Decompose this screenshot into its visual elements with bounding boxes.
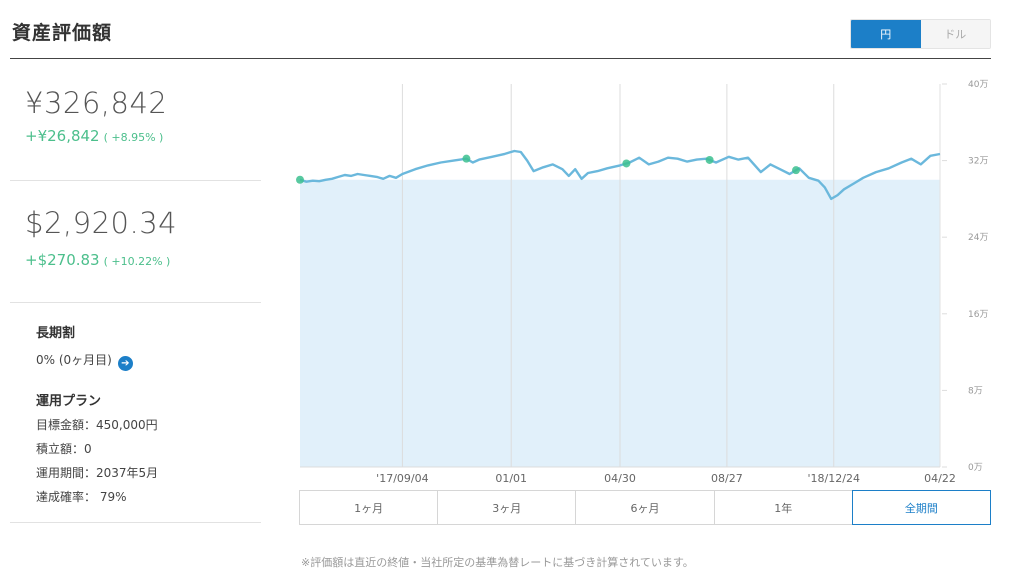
x-tick-label: '17/09/04	[376, 472, 428, 485]
x-tick-label: 08/27	[711, 472, 743, 485]
period-6-month-button[interactable]: 6ヶ月	[575, 490, 715, 525]
divider	[10, 302, 261, 303]
y-tick-label: 24万	[968, 233, 988, 243]
event-marker	[296, 175, 304, 184]
arrow-right-icon[interactable]: ➔	[117, 356, 133, 371]
y-tick-label: 8万	[968, 386, 983, 396]
divider	[10, 180, 261, 181]
plan-period: 運用期間：2037年5月	[36, 466, 159, 480]
currency-toggle: 円 ドル	[850, 19, 991, 49]
period-selector: 1ヶ月 3ヶ月 6ヶ月 1年 全期間	[299, 490, 992, 525]
jpy-change-amount: +¥26,842	[25, 127, 100, 145]
usd-change: +$270.83( +10.22% )	[25, 250, 170, 269]
x-tick-label: '18/12/24	[808, 472, 860, 485]
long-term-row: 0% (0ヶ月目) ➔	[36, 351, 133, 371]
usd-total-value: $2,920.34	[25, 206, 178, 240]
usd-change-amount: +$270.83	[25, 251, 100, 269]
event-marker	[705, 155, 714, 164]
jpy-total-value: ¥326,842	[25, 86, 168, 120]
period-1-month-button[interactable]: 1ヶ月	[299, 490, 439, 525]
plan-contribution: 積立額：0	[36, 442, 92, 456]
title-divider	[10, 58, 991, 59]
x-tick-label: 01/01	[495, 472, 527, 485]
y-tick-label: 40万	[968, 80, 988, 90]
usd-change-percent: ( +10.22% )	[103, 255, 171, 268]
divider	[10, 522, 261, 523]
currency-dollar-button[interactable]: ドル	[920, 20, 990, 48]
event-marker	[462, 154, 471, 163]
jpy-change: +¥26,842( +8.95% )	[25, 126, 163, 145]
event-marker	[792, 166, 800, 175]
asset-value-line	[299, 149, 941, 201]
y-tick-label: 16万	[968, 310, 988, 320]
plan-heading: 運用プラン	[36, 394, 102, 409]
y-tick-label: 0万	[968, 463, 983, 473]
jpy-change-percent: ( +8.95% )	[103, 131, 164, 144]
period-1-year-button[interactable]: 1年	[713, 490, 853, 525]
long-term-value: 0% (0ヶ月目)	[36, 353, 112, 367]
currency-yen-button[interactable]: 円	[851, 20, 921, 48]
plan-probability: 達成確率： 79%	[36, 490, 127, 504]
plan-target-amount: 目標金額：450,000円	[36, 418, 158, 432]
footnote: ※評価額は直近の終値・当社所定の基準為替レートに基づき計算されています。	[301, 556, 694, 569]
period-all-button[interactable]: 全期間	[851, 490, 992, 525]
page-title: 資産評価額	[12, 22, 113, 44]
long-term-heading: 長期割	[36, 326, 76, 341]
y-tick-label: 32万	[968, 157, 988, 167]
x-tick-label: 04/30	[604, 472, 636, 485]
event-marker	[622, 159, 631, 168]
period-3-month-button[interactable]: 3ヶ月	[437, 490, 577, 525]
x-tick-label: 04/22	[924, 472, 956, 485]
